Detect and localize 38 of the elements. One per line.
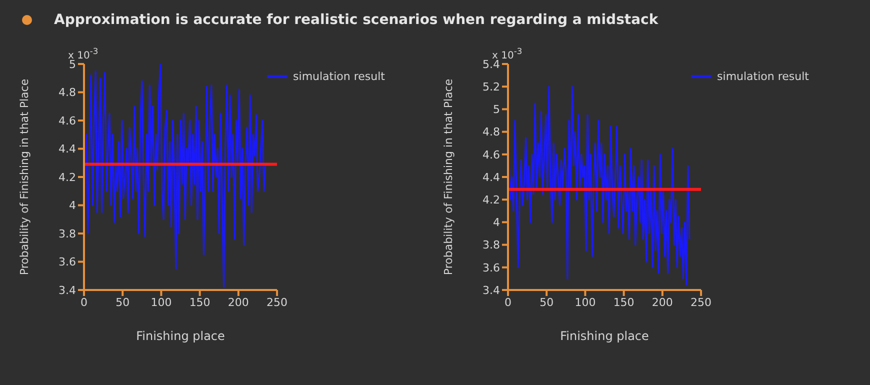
y-tick-label: 4.4 <box>482 170 500 184</box>
x-tick-label: 100 <box>150 296 172 309</box>
y-axis-title: Probability of Finishing in that Place <box>442 78 455 276</box>
x-axis-title: Finishing place <box>560 329 649 343</box>
x-tick-label: 150 <box>613 296 634 309</box>
y-tick-label: 5 <box>493 103 500 116</box>
x-tick-label: 150 <box>189 296 210 309</box>
y-tick-label: 3.8 <box>58 227 76 240</box>
y-tick-label: 4.2 <box>58 170 76 184</box>
y-tick-label: 4.8 <box>58 86 76 100</box>
y-tick-label: 4.2 <box>482 194 500 207</box>
y-tick-label: 3.4 <box>482 284 500 297</box>
legend-label: simulation result <box>293 70 385 83</box>
y-tick-label: 4.6 <box>482 148 500 162</box>
x-tick-label: 200 <box>228 296 249 309</box>
y-tick-label: 3.8 <box>482 238 500 252</box>
y-tick-label: 5.2 <box>482 80 500 94</box>
line-series <box>508 86 690 286</box>
y-tick-label: 3.4 <box>58 284 76 297</box>
x-tick-label: 50 <box>116 296 130 309</box>
text: Approximation is accurate for realistic scenarios when regarding a midstack <box>54 12 658 28</box>
y-tick-label: 4 <box>493 216 500 230</box>
y-tick-label: 4 <box>69 199 76 212</box>
legend-label: simulation result <box>717 70 809 83</box>
y-tick-label: 4.6 <box>58 114 76 128</box>
y-tick-label: 3.6 <box>58 256 76 269</box>
x-tick-label: 0 <box>80 296 88 309</box>
x-tick-label: 200 <box>652 296 673 309</box>
x-tick-label: 50 <box>540 296 554 309</box>
x-tick-label: 0 <box>504 296 512 309</box>
y-tick-label: 4.8 <box>482 126 500 139</box>
y-tick-label: 4.4 <box>58 142 76 156</box>
y-axis-title: Probability of Finishing in that Place <box>18 78 31 276</box>
x-tick-label: 250 <box>690 296 712 309</box>
x-tick-label: 250 <box>266 296 288 309</box>
x-axis-title: Finishing place <box>136 329 225 343</box>
x-tick-label: 100 <box>574 296 596 309</box>
y-tick-label: 3.6 <box>482 261 500 274</box>
